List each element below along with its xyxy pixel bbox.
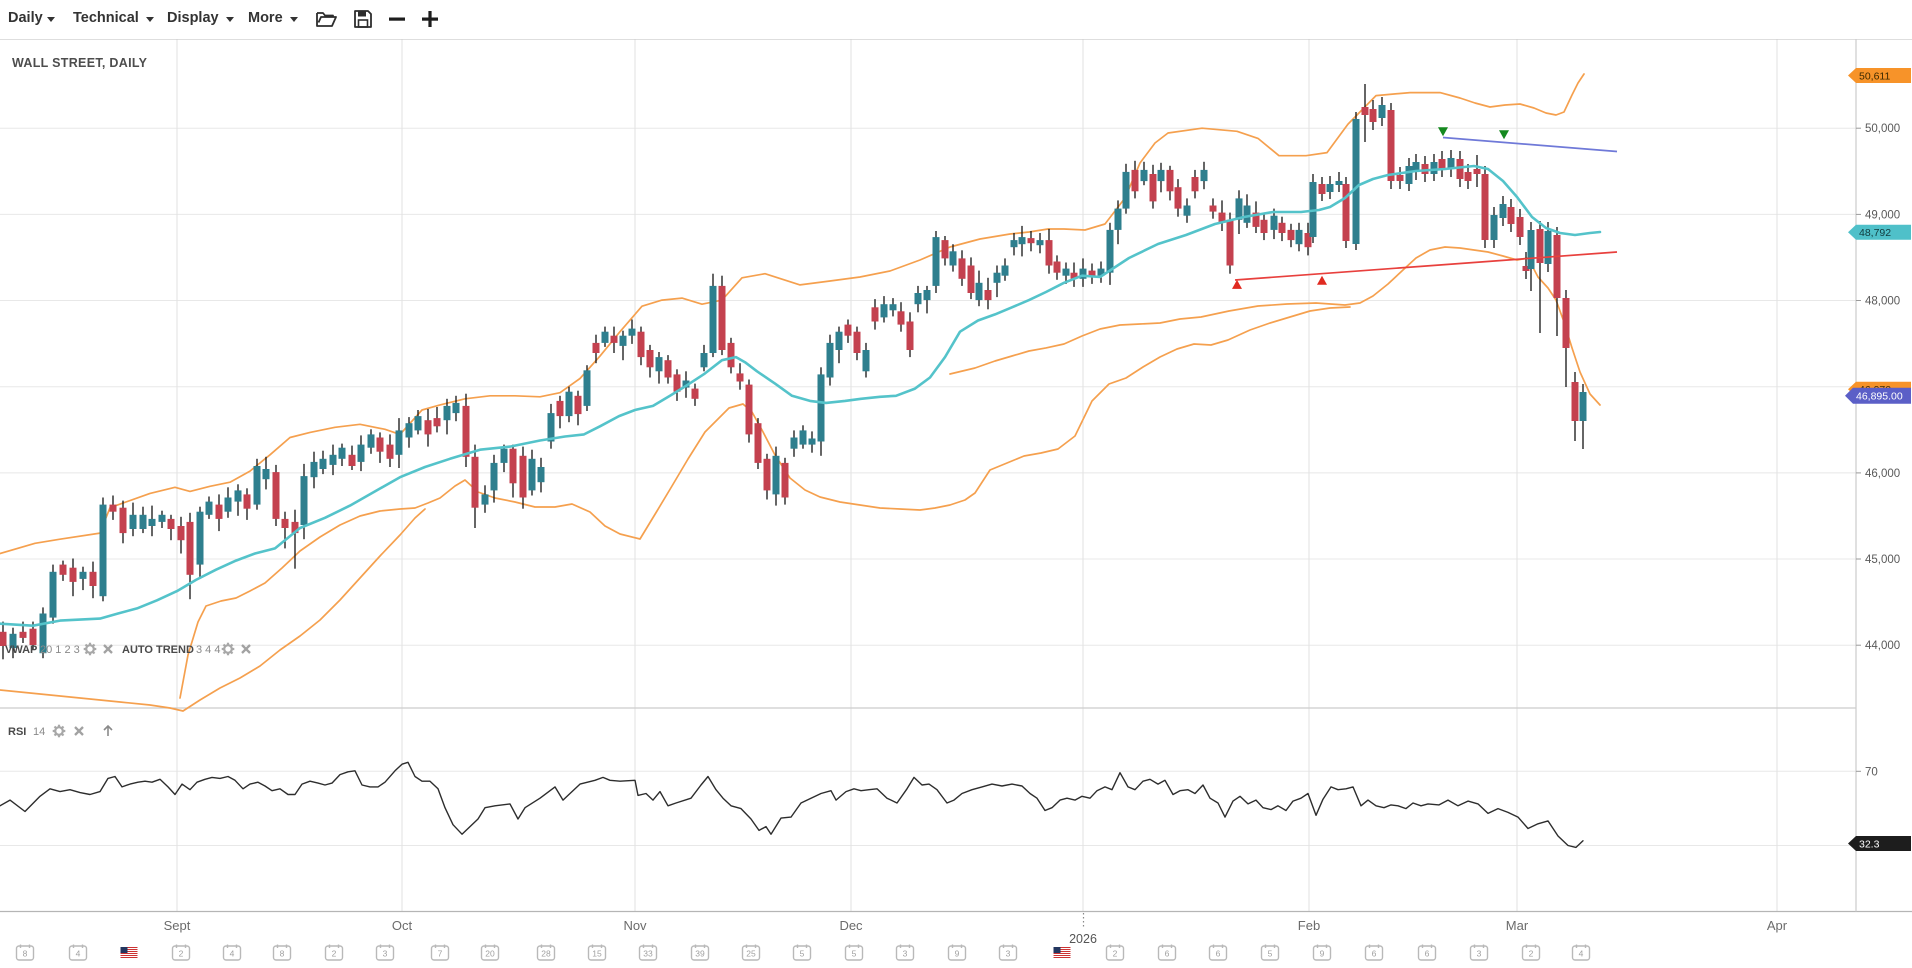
svg-text:Dec: Dec bbox=[839, 918, 863, 933]
svg-text:46,895.00: 46,895.00 bbox=[1856, 391, 1903, 403]
svg-text:2: 2 bbox=[1529, 949, 1534, 959]
svg-text:46,000: 46,000 bbox=[1865, 468, 1900, 480]
svg-text:6: 6 bbox=[1425, 949, 1430, 959]
svg-text:44,000: 44,000 bbox=[1865, 640, 1900, 652]
svg-text:WALL STREET, DAILY: WALL STREET, DAILY bbox=[12, 56, 148, 70]
svg-text:49,000: 49,000 bbox=[1865, 209, 1900, 221]
svg-text:48,792: 48,792 bbox=[1859, 227, 1891, 239]
svg-text:6: 6 bbox=[1372, 949, 1377, 959]
svg-text:32.3: 32.3 bbox=[1859, 838, 1880, 850]
svg-text:Mar: Mar bbox=[1506, 918, 1529, 933]
svg-text:50,000: 50,000 bbox=[1865, 123, 1900, 135]
svg-text:3: 3 bbox=[383, 949, 388, 959]
svg-text:15: 15 bbox=[592, 949, 602, 959]
svg-text:3: 3 bbox=[1006, 949, 1011, 959]
svg-text:VWAP: VWAP bbox=[5, 644, 37, 656]
svg-text:5: 5 bbox=[1268, 949, 1273, 959]
svg-text:70: 70 bbox=[1865, 766, 1878, 778]
svg-text:4: 4 bbox=[76, 949, 81, 959]
svg-text:9: 9 bbox=[955, 949, 960, 959]
svg-text:Apr: Apr bbox=[1767, 918, 1788, 933]
svg-text:3: 3 bbox=[1477, 949, 1482, 959]
svg-text:5: 5 bbox=[800, 949, 805, 959]
svg-text:20: 20 bbox=[485, 949, 495, 959]
svg-text:39: 39 bbox=[695, 949, 705, 959]
svg-text:14: 14 bbox=[33, 726, 45, 738]
svg-text:33: 33 bbox=[643, 949, 653, 959]
svg-text:8: 8 bbox=[280, 949, 285, 959]
svg-text:50,611: 50,611 bbox=[1859, 70, 1890, 82]
svg-text:AUTO TREND: AUTO TREND bbox=[122, 644, 194, 656]
svg-text:20 1 2 3: 20 1 2 3 bbox=[40, 644, 80, 656]
svg-text:3: 3 bbox=[903, 949, 908, 959]
svg-text:6: 6 bbox=[1165, 949, 1170, 959]
svg-text:4: 4 bbox=[230, 949, 235, 959]
svg-text:2: 2 bbox=[1113, 949, 1118, 959]
svg-text:3 4 4: 3 4 4 bbox=[196, 644, 220, 656]
svg-text:4: 4 bbox=[1579, 949, 1584, 959]
svg-text:Feb: Feb bbox=[1298, 918, 1320, 933]
svg-text:8: 8 bbox=[23, 949, 28, 959]
svg-text:48,000: 48,000 bbox=[1865, 296, 1900, 308]
svg-text:Nov: Nov bbox=[623, 918, 647, 933]
svg-text:25: 25 bbox=[746, 949, 756, 959]
svg-text:5: 5 bbox=[852, 949, 857, 959]
svg-text:2026: 2026 bbox=[1069, 932, 1097, 946]
svg-text:45,000: 45,000 bbox=[1865, 554, 1900, 566]
svg-text:28: 28 bbox=[541, 949, 551, 959]
svg-text:Sept: Sept bbox=[164, 918, 191, 933]
svg-text:2: 2 bbox=[179, 949, 184, 959]
svg-text:RSI: RSI bbox=[8, 726, 26, 738]
svg-text:6: 6 bbox=[1216, 949, 1221, 959]
svg-text:Oct: Oct bbox=[392, 918, 413, 933]
svg-text:7: 7 bbox=[438, 949, 443, 959]
svg-text:2: 2 bbox=[332, 949, 337, 959]
svg-text:9: 9 bbox=[1320, 949, 1325, 959]
